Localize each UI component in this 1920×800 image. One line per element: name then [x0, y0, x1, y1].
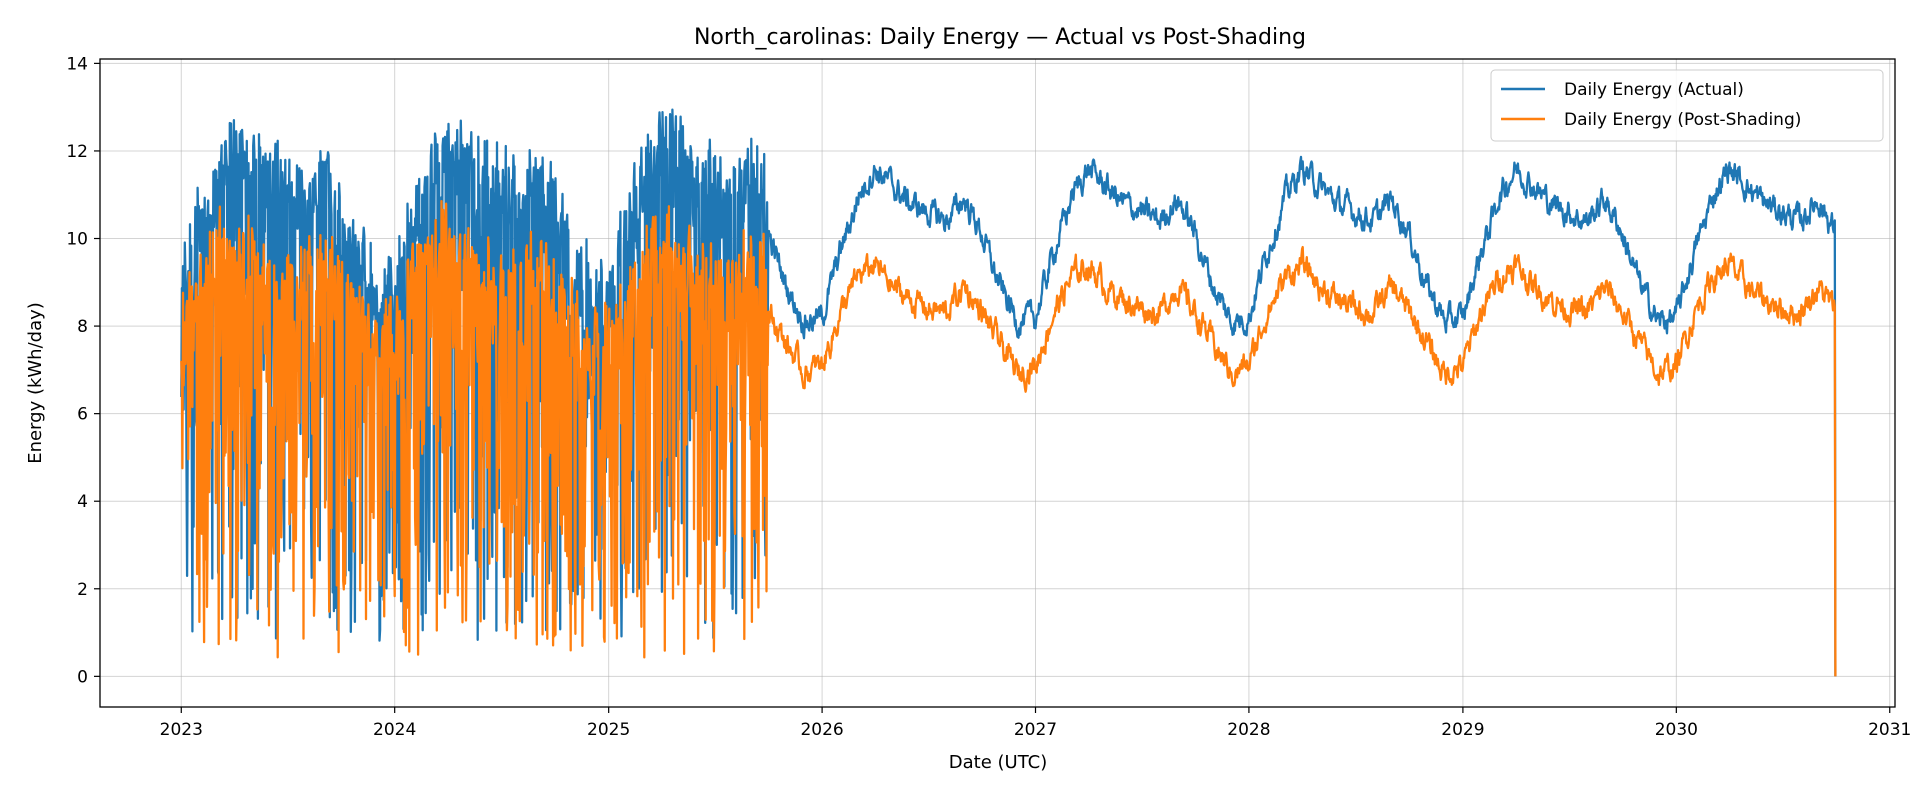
y-tick-label: 4: [77, 492, 88, 512]
x-tick-label: 2025: [587, 720, 630, 740]
y-axis: 0 2 4 6 8 10 12 14: [66, 54, 100, 687]
y-tick-label: 12: [66, 142, 88, 162]
x-tick-label: 2030: [1655, 720, 1698, 740]
series-line-actual: [180, 108, 1837, 677]
legend-label-actual: Daily Energy (Actual): [1564, 80, 1744, 100]
x-axis-label: Date (UTC): [949, 752, 1047, 773]
legend-box: [1490, 69, 1884, 142]
legend-label-post-shading: Daily Energy (Post-Shading): [1564, 110, 1801, 130]
y-tick-label: 0: [77, 667, 88, 687]
x-tick-label: 2027: [1014, 720, 1057, 740]
x-tick-label: 2026: [800, 720, 843, 740]
y-tick-label: 6: [77, 405, 88, 425]
y-tick-label: 10: [66, 230, 88, 250]
x-tick-label: 2029: [1441, 720, 1484, 740]
x-tick-label: 2031: [1868, 720, 1911, 740]
x-axis: 2023 2024 2025 2026 2027 2028 2029 2030 2031: [160, 707, 1911, 740]
y-tick-label: 2: [77, 580, 88, 600]
series-line-post-shading: [180, 199, 1837, 677]
legend: Daily Energy (Actual) Daily Energy (Post…: [1490, 69, 1884, 142]
chart-title: North_carolinas: Daily Energy — Actual v…: [694, 25, 1306, 50]
x-tick-label: 2024: [373, 720, 416, 740]
y-tick-label: 14: [66, 54, 88, 74]
x-tick-label: 2028: [1227, 720, 1270, 740]
x-tick-label: 2023: [160, 720, 203, 740]
y-axis-label: Energy (kWh/day): [25, 302, 46, 464]
series-layer: [180, 108, 1837, 677]
plot-frame: [99, 58, 1896, 708]
y-tick-label: 8: [77, 317, 88, 337]
